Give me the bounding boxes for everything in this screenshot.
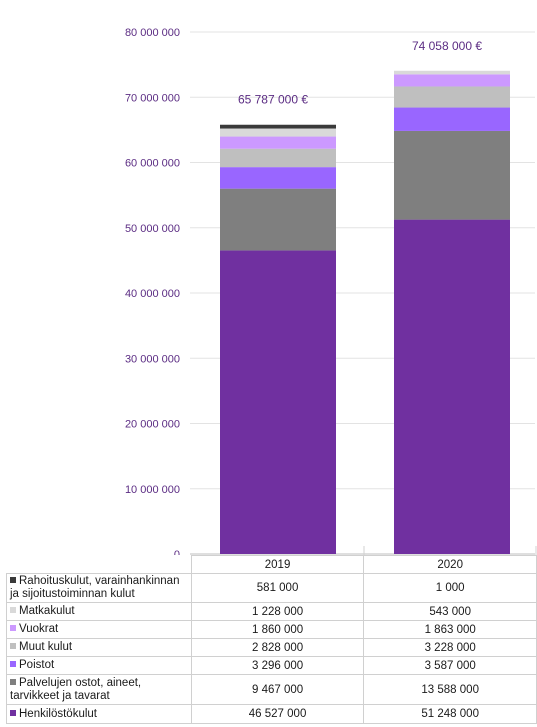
table-row: Rahoituskulut, varainhankinnan ja sijoit… <box>6 573 537 603</box>
table-cell: 1 000 <box>363 573 537 603</box>
table-corner <box>6 555 192 574</box>
legend-swatch <box>10 577 16 583</box>
table-cell: 3 587 000 <box>363 656 537 675</box>
bar-segment-2020-3 <box>394 86 510 108</box>
series-name: Henkilöstökulut <box>19 707 97 720</box>
table-cell: 2 828 000 <box>190 638 365 657</box>
bar-segment-2020-4 <box>394 74 510 87</box>
bar-segment-2020-2 <box>394 107 510 131</box>
chart: 0 10 000 000 20 000 000 30 000 000 40 000 00… <box>125 27 537 555</box>
total-label-2020: 74 058 000 € <box>412 39 482 53</box>
legend-swatch <box>10 625 16 631</box>
y-tick-label: 80 000 000 <box>125 27 180 39</box>
bar-segment-2019-4 <box>220 136 336 149</box>
y-tick-label: 10 000 000 <box>125 484 180 496</box>
table-cell: 46 527 000 <box>190 704 365 724</box>
table-cell: 543 000 <box>363 602 537 621</box>
bar-segment-2020-0 <box>394 219 510 554</box>
y-axis-tick-labels: 0 10 000 000 20 000 000 30 000 000 40 000 00… <box>125 27 180 555</box>
bar-segment-2019-6 <box>220 124 336 129</box>
y-tick-label: 50 000 000 <box>125 223 180 235</box>
data-table: 2019 2020 Rahoituskulut, varainhankinnan j… <box>6 555 537 724</box>
y-tick-label: 0 <box>174 549 180 555</box>
series-label-cell: Vuokrat <box>6 620 192 639</box>
legend-swatch <box>10 678 16 685</box>
table-cell: 3 228 000 <box>363 638 537 657</box>
y-tick-label: 30 000 000 <box>125 353 180 365</box>
table-cell: 13 588 000 <box>363 674 537 705</box>
series-label-cell: Henkilöstökulut <box>6 704 192 724</box>
y-tick-label: 20 000 000 <box>125 419 180 431</box>
table-cell: 1 863 000 <box>363 620 537 639</box>
bar-segment-2019-3 <box>220 148 336 168</box>
bar-segment-2020-5 <box>394 70 510 75</box>
total-label-2019: 65 787 000 € <box>238 93 308 107</box>
table-cell: 51 248 000 <box>363 704 537 724</box>
y-tick-label: 70 000 000 <box>125 92 180 104</box>
legend-swatch <box>10 661 16 667</box>
y-tick-label: 40 000 000 <box>125 288 180 300</box>
total-labels: 65 787 000 € 74 058 000 € <box>238 39 482 107</box>
table-header-row: 2019 2020 <box>6 555 537 574</box>
table-row: Poistot 3 296 000 3 587 000 <box>6 656 537 675</box>
legend-swatch <box>10 607 16 613</box>
bar-segment-2020-1 <box>394 130 510 220</box>
table-row: Matkakulut 1 228 000 543 000 <box>6 602 537 621</box>
bar-segment-2019-0 <box>220 250 336 555</box>
series-name: Rahoituskulut, varainhankinnan ja sijoit… <box>10 575 180 600</box>
series-name: Poistot <box>19 659 55 671</box>
table-row: Palvelujen ostot, aineet, tarvikkeet ja … <box>6 674 537 705</box>
table-column-header: 2020 <box>363 555 537 574</box>
series-label-cell: Poistot <box>6 656 192 675</box>
series-label-cell: Palvelujen ostot, aineet, tarvikkeet ja … <box>6 674 192 705</box>
series-label-cell: Muut kulut <box>6 638 192 657</box>
table-row: Muut kulut 2 828 000 3 228 000 <box>6 638 537 657</box>
table-cell: 9 467 000 <box>190 674 365 705</box>
series-name: Matkakulut <box>19 605 75 617</box>
table-cell: 581 000 <box>190 573 365 603</box>
table-cell: 1 860 000 <box>190 620 365 639</box>
table-row: Henkilöstökulut 46 527 000 51 248 000 <box>6 704 537 724</box>
series-label-cell: Matkakulut <box>6 602 192 621</box>
table-cell: 1 228 000 <box>190 602 365 621</box>
legend-swatch <box>10 643 16 649</box>
series-name: Palvelujen ostot, aineet, tarvikkeet ja … <box>10 676 142 702</box>
series-name: Muut kulut <box>19 641 73 653</box>
table-cell: 3 296 000 <box>190 656 365 675</box>
y-tick-label: 60 000 000 <box>125 158 180 170</box>
chart-bars <box>220 70 510 555</box>
bar-segment-2019-1 <box>220 188 336 251</box>
series-label-cell: Rahoituskulut, varainhankinnan ja sijoit… <box>6 573 192 603</box>
series-name: Vuokrat <box>19 623 59 635</box>
table-column-header: 2019 <box>190 555 365 574</box>
bar-segment-2019-5 <box>220 128 336 137</box>
table-row: Vuokrat 1 860 000 1 863 000 <box>6 620 537 639</box>
bar-segment-2019-2 <box>220 167 336 189</box>
legend-swatch <box>10 709 16 716</box>
